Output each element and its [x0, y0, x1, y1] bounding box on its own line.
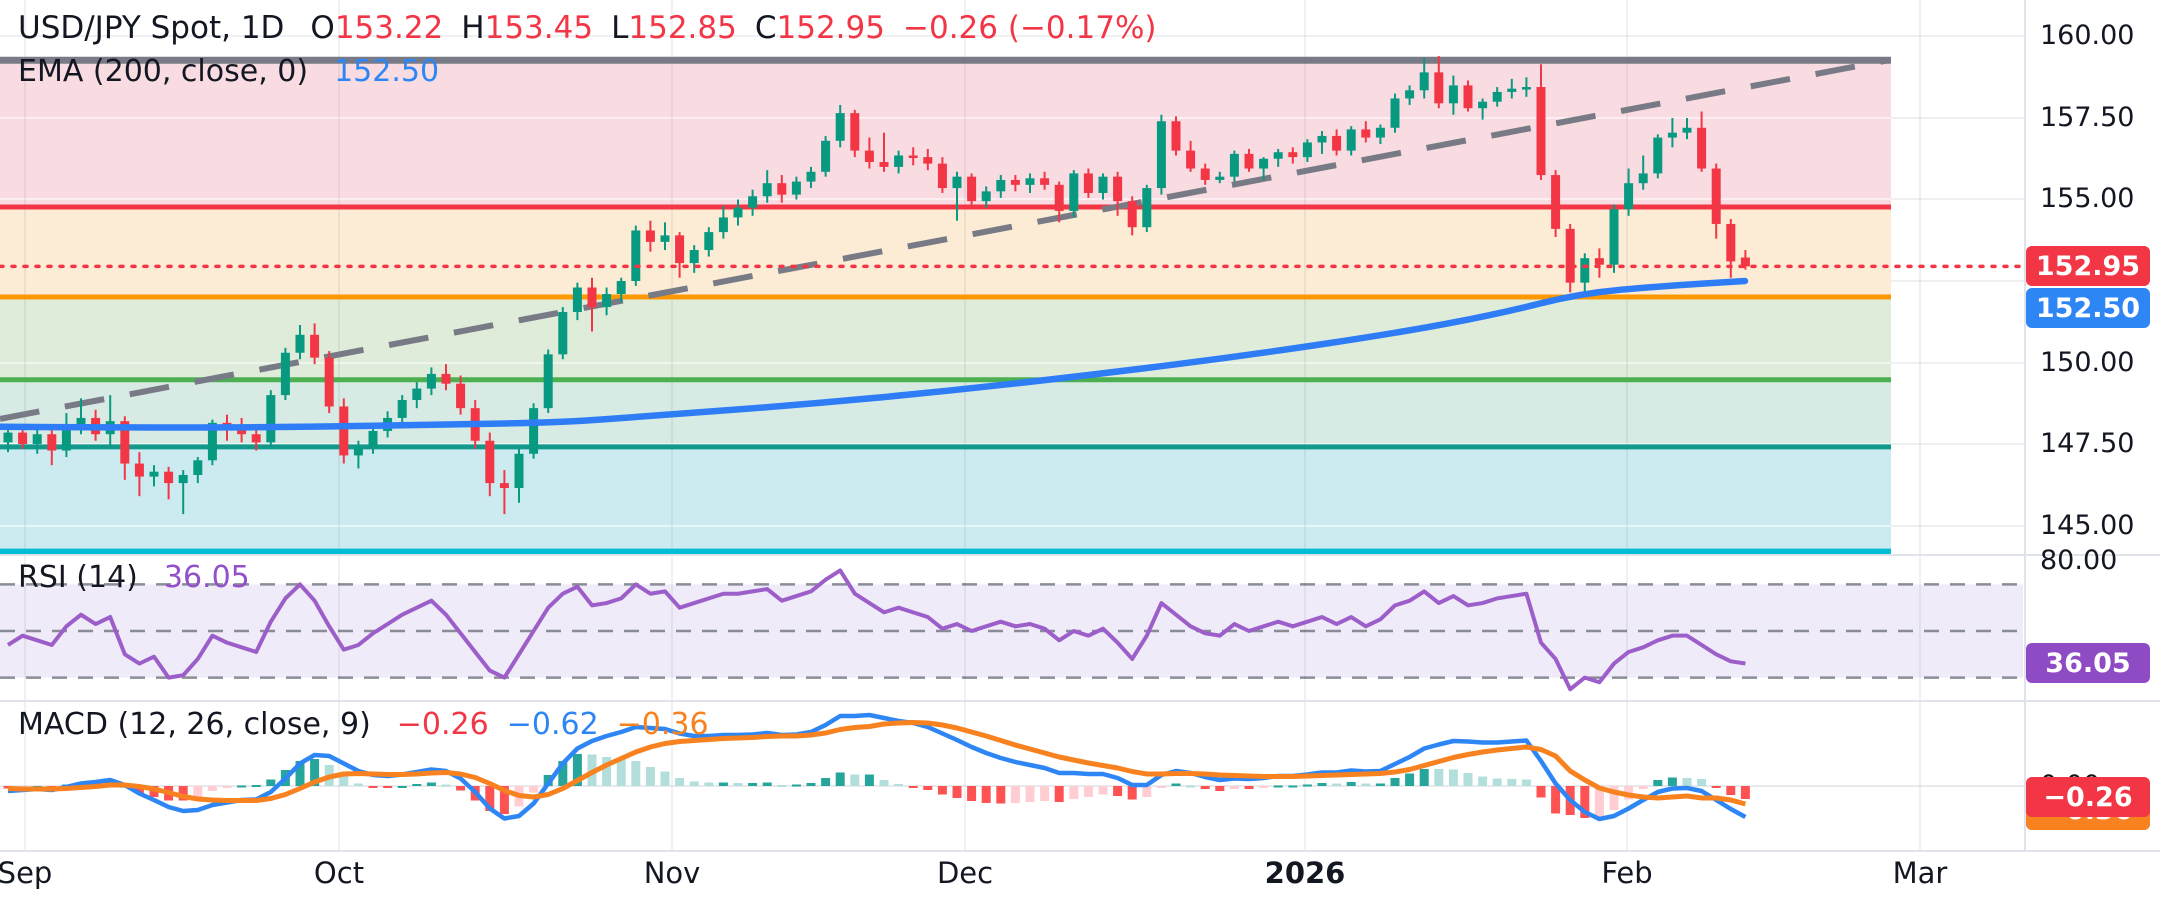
change-value: −0.26 (−0.17%): [903, 10, 1157, 46]
macd-line-value: −0.62: [506, 707, 599, 742]
ema-label: EMA (200, close, 0): [18, 54, 309, 89]
rsi-label: RSI (14): [18, 560, 138, 595]
ohlc-high-value: 153.45: [484, 10, 594, 46]
symbol-legend[interactable]: USD/JPY Spot, 1D O 153.22 H 153.45 L 152.85…: [18, 10, 1157, 46]
macd-signal-line[interactable]: [7, 720, 1747, 807]
rsi-legend[interactable]: RSI (14) 36.05: [18, 560, 250, 595]
time-axis-label: Sep: [0, 856, 53, 890]
ohlc-close-label: C: [754, 10, 777, 46]
price-axis-tick: 147.50: [2040, 428, 2135, 459]
time-axis-label: Mar: [1892, 856, 1948, 890]
ema-value: 152.50: [334, 54, 440, 89]
ohlc-high-label: H: [461, 10, 485, 46]
ema-line[interactable]: [0, 277, 1749, 431]
axis-badge: 152.95: [2026, 246, 2150, 286]
macd-line[interactable]: [7, 712, 1747, 822]
trendline[interactable]: [0, 57, 1889, 422]
ohlc-low-label: L: [611, 10, 629, 46]
axis-badge: 36.05: [2026, 643, 2150, 683]
price-zone: [0, 206, 1891, 297]
price-axis-tick: 157.50: [2040, 102, 2135, 133]
rsi-band: [0, 584, 2023, 678]
ohlc-low-value: 152.85: [628, 10, 737, 46]
time-axis-label: 2026: [1264, 856, 1346, 890]
macd-pane: [3, 712, 1750, 822]
ohlc-open-value: 153.22: [334, 10, 444, 46]
symbol-title[interactable]: USD/JPY Spot, 1D: [18, 10, 285, 46]
rsi-value: 36.05: [163, 560, 250, 595]
time-axis-label: Oct: [313, 856, 365, 890]
ohlc-open-label: O: [310, 10, 335, 46]
time-axis-label: Dec: [936, 856, 994, 890]
macd-legend[interactable]: MACD (12, 26, close, 9) −0.26 −0.62 −0.3…: [18, 707, 709, 742]
time-axis-label: Feb: [1601, 856, 1653, 890]
macd-signal-value: −0.36: [616, 707, 709, 742]
indicator-axis-tick: 80.00: [2040, 545, 2118, 576]
price-zone: [0, 446, 1891, 552]
time-axis-label: Nov: [643, 856, 701, 890]
ohlc-close-value: 152.95: [776, 10, 885, 46]
price-axis-tick: 155.00: [2040, 183, 2135, 214]
ema-legend[interactable]: EMA (200, close, 0) 152.50: [18, 54, 439, 89]
axis-badge: 152.50: [2026, 288, 2150, 328]
rsi-line[interactable]: [6, 568, 1746, 692]
price-axis-tick: 145.00: [2040, 510, 2135, 541]
axis-badge: −0.26: [2026, 777, 2150, 817]
macd-label: MACD (12, 26, close, 9): [18, 707, 371, 742]
price-axis-tick: 150.00: [2040, 347, 2135, 378]
price-axis-tick: 160.00: [2040, 20, 2135, 51]
macd-hist-value: −0.26: [396, 707, 489, 742]
